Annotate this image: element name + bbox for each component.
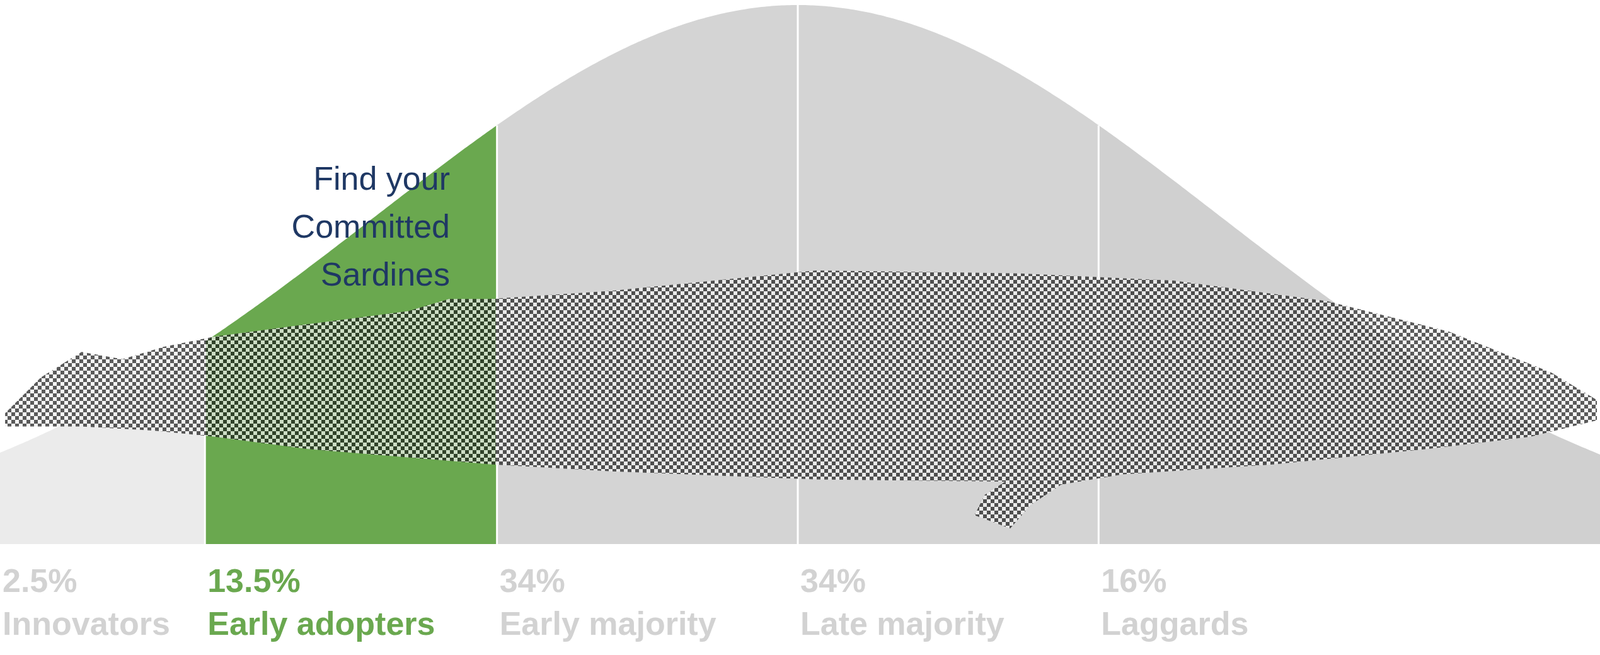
category-label: Early majority — [499, 604, 717, 642]
annotation-line: Committed — [291, 207, 450, 245]
category-label: Laggards — [1100, 604, 1249, 642]
percent-label: 34% — [800, 562, 866, 599]
percent-label: 2.5% — [2, 562, 78, 599]
category-label: Late majority — [800, 604, 1005, 642]
fish — [5, 270, 1597, 529]
annotation-line: Find your — [313, 160, 450, 197]
annotation: Find your Committed Sardines — [291, 160, 450, 293]
segments — [0, 5, 1600, 544]
percent-label: 13.5% — [207, 562, 300, 599]
percent-label: 34% — [499, 562, 566, 599]
category-label: Innovators — [2, 604, 171, 642]
annotation-line: Sardines — [320, 255, 450, 293]
percent-label: 16% — [1100, 562, 1167, 599]
labels: 2.5% Innovators 13.5% Early adopters 34% Earl… — [2, 562, 1249, 642]
category-label: Early adopters — [207, 604, 435, 642]
chart: Find your Committed Sardines 2.5% Innovators… — [0, 0, 1600, 655]
